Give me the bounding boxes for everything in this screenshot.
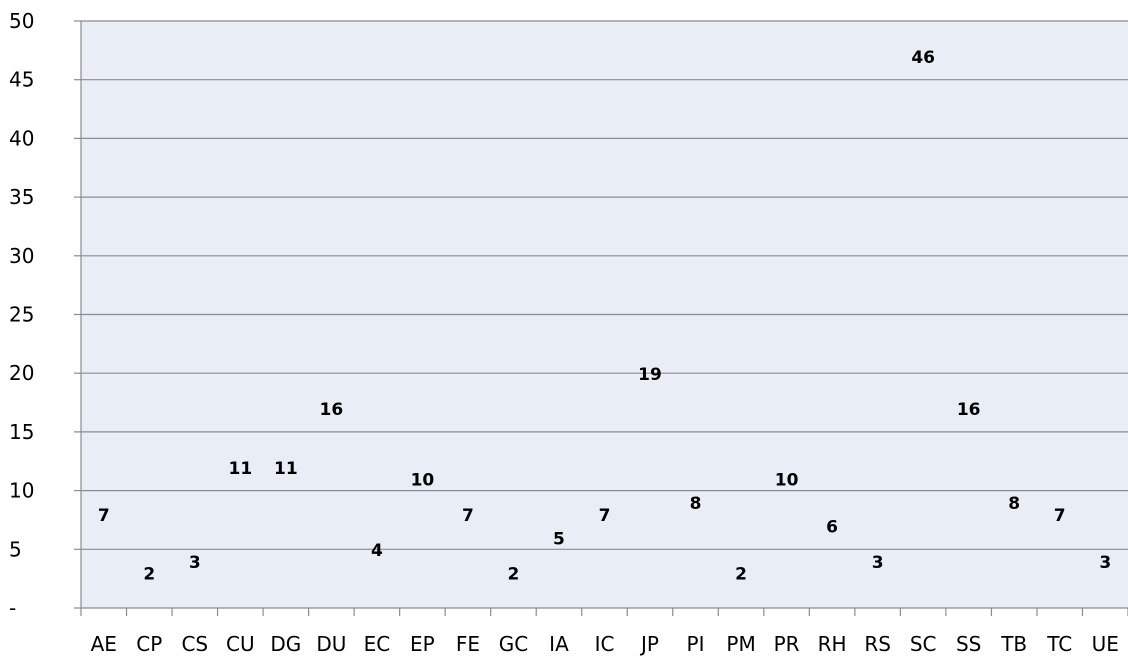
data-label: 3 [872,553,884,573]
y-tick-label: 10 [9,479,34,503]
data-label: 3 [189,553,201,573]
x-tick-label: RS [864,632,891,656]
y-tick-label: 35 [9,185,34,209]
x-tick-label: AE [91,632,117,656]
data-label: 2 [143,565,155,585]
x-tick-label: TC [1046,632,1072,656]
data-label: 10 [775,471,799,491]
axes [74,20,1128,616]
x-tick-label: IC [595,632,615,656]
y-tick-label: 25 [9,303,34,327]
y-tick-label: 40 [9,126,34,150]
x-tick-label: UE [1092,632,1119,656]
x-tick-label: SC [910,632,937,656]
x-tick-label: EC [364,632,391,656]
data-label: 7 [599,506,611,526]
x-tick-label: IA [549,632,569,656]
data-label: 8 [1008,494,1020,514]
gridlines [81,20,1128,550]
y-tick-label: 45 [9,68,34,92]
x-tick-label: TB [1000,632,1027,656]
data-label: 5 [553,529,565,549]
x-axis-tick-labels: AE CP CS CU DG DU EC EP FE GC IA IC JP PI PM PR RH RS SC SS… [91,632,1119,656]
data-label: 7 [462,506,474,526]
data-label: 19 [638,365,662,385]
x-tick-label: GC [499,632,528,656]
x-tick-label: PR [774,632,800,656]
x-tick-label: JP [639,632,659,656]
x-tick-label: DG [270,632,301,656]
y-tick-label: 30 [9,244,34,268]
data-labels: 7 2 3 11 11 16 4 10 7 2 5 7 19 8 2 10 6 3 46 16 8 7 3 [98,48,1111,585]
x-tick-label: PI [687,632,705,656]
data-label: 2 [735,565,747,585]
y-axis-tick-labels: - 5 10 15 20 25 30 35 40 45 50 [9,9,34,620]
data-label: 46 [911,48,935,68]
x-tick-label: RH [818,632,847,656]
data-label: 16 [320,400,344,420]
x-tick-label: FE [456,632,480,656]
y-tick-label: - [9,596,16,620]
data-label: 2 [508,565,520,585]
y-tick-label: 15 [9,420,34,444]
data-label: 8 [690,494,702,514]
y-tick-label: 50 [9,9,34,33]
data-label: 11 [228,459,252,479]
data-label: 7 [98,506,110,526]
data-label: 16 [957,400,981,420]
data-label: 10 [411,471,435,491]
x-tick-label: PM [726,632,755,656]
data-label: 4 [371,541,383,561]
y-tick-label: 5 [9,537,22,561]
x-tick-label: CP [136,632,162,656]
data-label: 6 [826,518,838,538]
data-label: 7 [1054,506,1066,526]
x-tick-label: DU [316,632,346,656]
data-label: 3 [1099,553,1111,573]
x-tick-label: CU [226,632,255,656]
data-label: 11 [274,459,298,479]
x-tick-label: EP [410,632,435,656]
x-tick-label: SS [956,632,981,656]
y-tick-label: 20 [9,361,34,385]
x-tick-label: CS [181,632,208,656]
